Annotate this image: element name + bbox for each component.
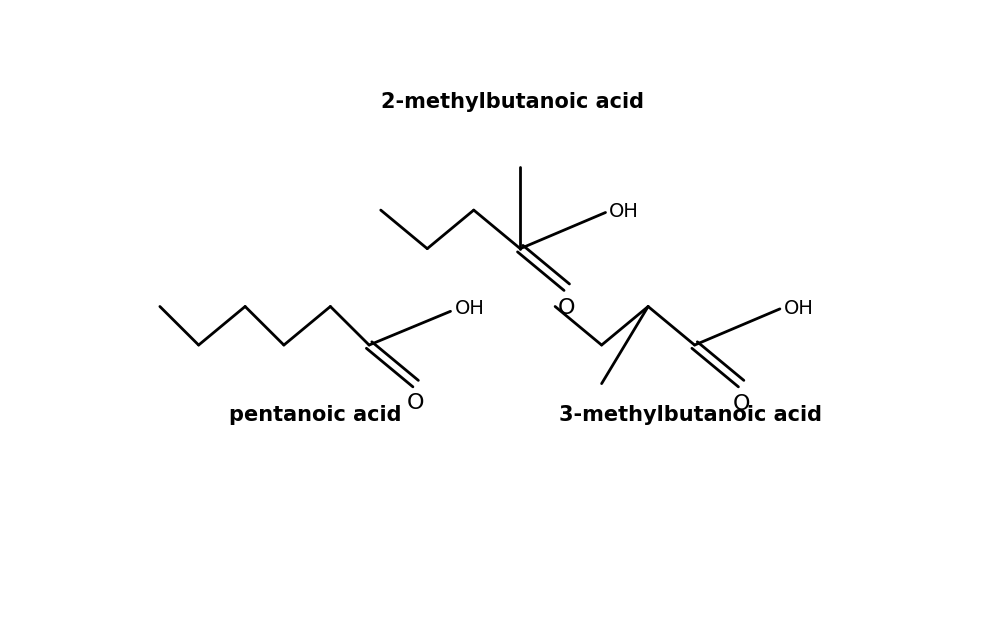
Text: O: O — [558, 298, 576, 318]
Text: 3-methylbutanoic acid: 3-methylbutanoic acid — [559, 405, 822, 425]
Text: OH: OH — [784, 299, 814, 319]
Text: O: O — [732, 394, 750, 414]
Text: O: O — [407, 393, 424, 413]
Text: pentanoic acid: pentanoic acid — [229, 405, 401, 425]
Text: 2-methylbutanoic acid: 2-methylbutanoic acid — [381, 91, 644, 111]
Text: OH: OH — [454, 299, 484, 319]
Text: OH: OH — [609, 202, 639, 220]
